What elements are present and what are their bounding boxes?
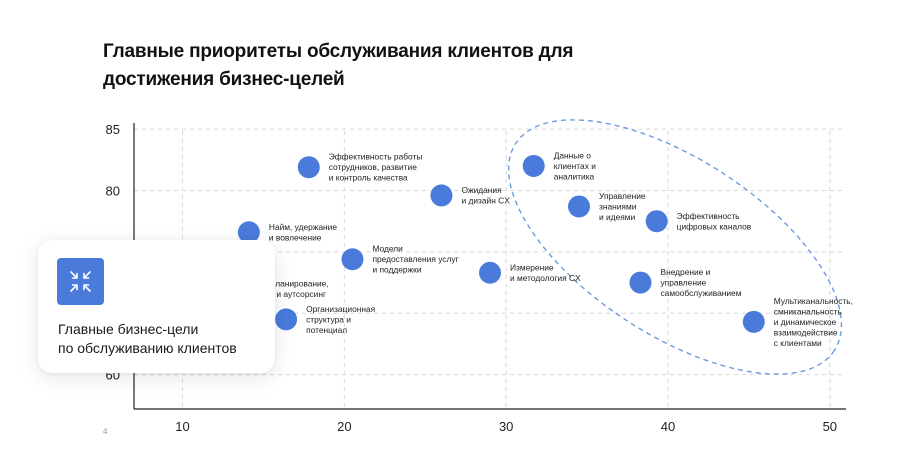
data-point	[742, 310, 765, 333]
data-point	[430, 184, 453, 207]
point-label: Организационная структура и потенциал	[306, 304, 375, 335]
point-label: Эффективность работы сотрудников, развити…	[329, 152, 423, 183]
data-point	[522, 154, 545, 177]
x-tick-label: 20	[337, 419, 351, 434]
point-label: Данные о клиентах и аналитика	[554, 150, 597, 181]
x-tick-label: 30	[499, 419, 513, 434]
point-label: Мультиканальность, смниканальность и динам…	[774, 296, 853, 348]
point-label: Измерение и методология CX	[510, 263, 581, 284]
data-point	[645, 210, 668, 233]
card-text: Главные бизнес-цели по обслуживанию клие…	[58, 321, 237, 356]
data-point	[237, 221, 260, 244]
y-tick-label: 85	[106, 122, 120, 137]
y-tick-label: 80	[106, 184, 120, 199]
data-point	[297, 156, 320, 179]
data-point	[275, 308, 298, 331]
point-label: Внедрение и управление самообслуживанием	[660, 267, 741, 298]
x-tick-label: 50	[823, 419, 837, 434]
business-goals-card: Главные бизнес-цели по обслуживанию клие…	[38, 240, 275, 373]
point-label: Найм, удержание и вовлечение	[269, 222, 337, 243]
data-point	[479, 261, 501, 284]
point-label: Эффективность цифровых каналов	[677, 211, 752, 232]
page-number: 4	[103, 427, 108, 436]
point-label: Модели предоставления услуг и поддержки	[372, 244, 458, 275]
point-label: Управление знаниями и идеями	[599, 191, 646, 222]
point-label: ское планирование, вание и аутсорсинг	[251, 278, 329, 299]
data-point	[629, 271, 652, 294]
point-label: Ожидания и дизайн CX	[461, 185, 510, 206]
data-point	[341, 248, 364, 271]
x-tick-label: 40	[661, 419, 675, 434]
highlight-ellipse	[507, 119, 843, 375]
collapse-arrows-icon[interactable]	[57, 258, 104, 305]
data-point	[568, 195, 590, 218]
x-tick-label: 10	[175, 419, 189, 434]
chart-title: Главные приоритеты обслуживания клиентов…	[103, 41, 574, 90]
